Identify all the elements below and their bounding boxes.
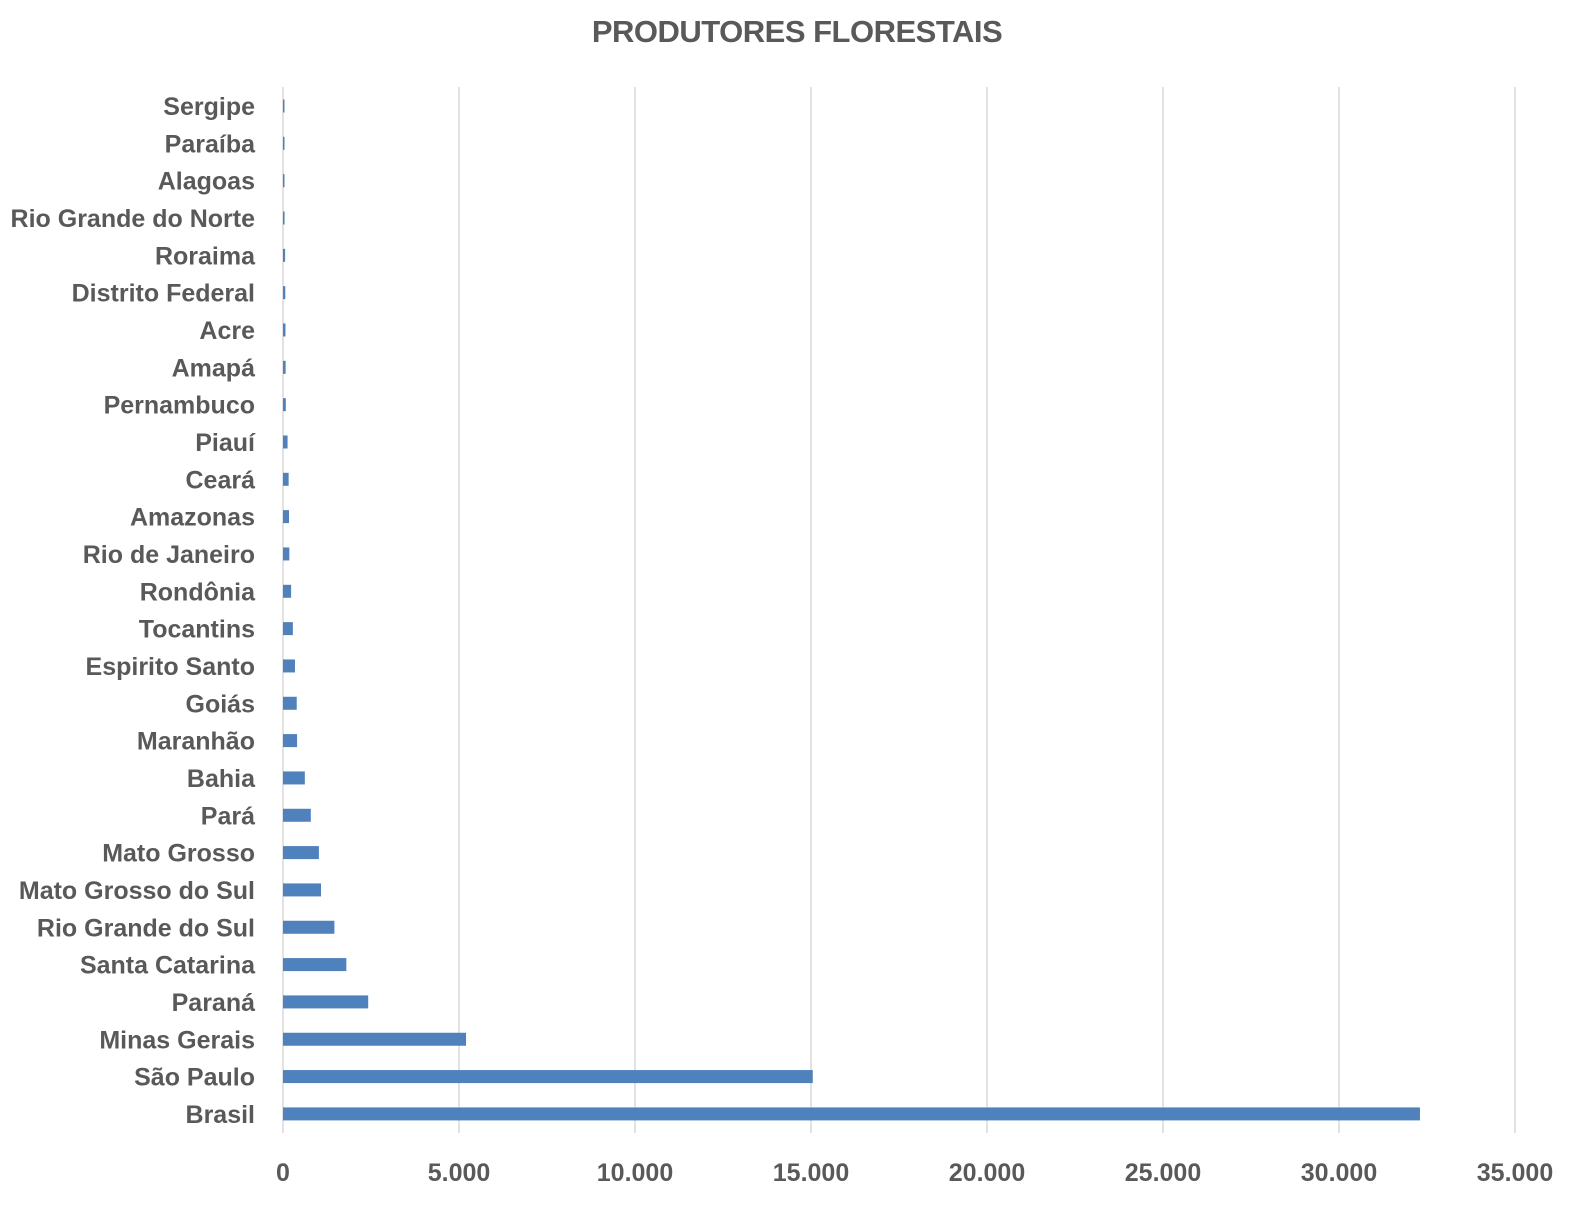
bar [283, 734, 298, 748]
category-label: Paraná [172, 989, 255, 1017]
x-tick-label: 20.000 [949, 1159, 1025, 1187]
x-tick-label: 5.000 [428, 1159, 491, 1187]
category-label: Pernambuco [104, 392, 255, 420]
category-label: Rio de Janeiro [83, 541, 255, 569]
bar [283, 99, 285, 113]
category-label: Ceará [186, 466, 256, 494]
category-label: Rio Grande do Norte [11, 205, 256, 233]
bar [283, 584, 292, 598]
bar [283, 286, 286, 300]
category-label: Paraíba [165, 130, 256, 158]
category-label: Tocantins [139, 616, 255, 644]
category-label: Alagoas [158, 168, 255, 196]
bar [283, 136, 285, 150]
bar [283, 1070, 813, 1084]
category-label: Santa Catarina [80, 952, 256, 980]
category-label: Espirito Santo [86, 653, 255, 681]
x-tick-label: 0 [276, 1159, 290, 1187]
x-tick-label: 25.000 [1125, 1159, 1201, 1187]
chart-title: PRODUTORES FLORESTAIS [591, 14, 1003, 49]
bar [283, 472, 289, 486]
category-label: Sergipe [163, 93, 255, 121]
bar [283, 1032, 467, 1046]
bar [283, 248, 286, 262]
category-label: Amazonas [130, 504, 255, 532]
category-label: Mato Grosso do Sul [19, 877, 255, 905]
category-label: Amapá [172, 354, 255, 382]
category-label: Pará [201, 802, 255, 830]
category-label: Maranhão [137, 728, 255, 756]
x-tick-labels: 0 5.000 10.000 15.000 20.000 25.000 30.000 35.0… [276, 1159, 1553, 1187]
bar [283, 174, 285, 188]
bar [283, 995, 369, 1009]
category-label: São Paulo [134, 1064, 255, 1092]
bars [283, 99, 1420, 1121]
bar [283, 622, 293, 636]
category-label: Minas Gerais [99, 1026, 255, 1054]
bar [283, 211, 285, 225]
category-label: Piauí [195, 429, 256, 457]
x-tick-label: 10.000 [597, 1159, 673, 1187]
category-label: Rondônia [140, 578, 256, 606]
category-label: Distrito Federal [72, 280, 255, 308]
bar [283, 696, 297, 710]
x-tick-label: 35.000 [1477, 1159, 1553, 1187]
category-label: Bahia [187, 765, 256, 793]
gridlines [282, 87, 1516, 1133]
category-label: Acre [199, 317, 255, 345]
category-label: Roraima [155, 242, 256, 270]
bar [283, 360, 286, 374]
x-tick-label: 15.000 [773, 1159, 849, 1187]
bar [283, 510, 289, 524]
bar [283, 323, 286, 337]
bar [283, 398, 286, 412]
bar [283, 771, 305, 785]
category-label: Goiás [186, 690, 255, 718]
bar [283, 846, 319, 860]
bar [283, 659, 295, 673]
bar [283, 435, 288, 449]
bar [283, 547, 290, 561]
category-label: Brasil [186, 1101, 255, 1129]
bar [283, 883, 322, 897]
bar [283, 920, 335, 934]
x-tick-label: 30.000 [1301, 1159, 1377, 1187]
bar [283, 1107, 1420, 1121]
category-labels: Sergipe Paraíba Alagoas Rio Grande do Norte… [11, 93, 257, 1129]
bar [283, 958, 347, 972]
category-label: Rio Grande do Sul [37, 914, 255, 942]
bar [283, 808, 311, 822]
category-label: Mato Grosso [102, 840, 255, 868]
